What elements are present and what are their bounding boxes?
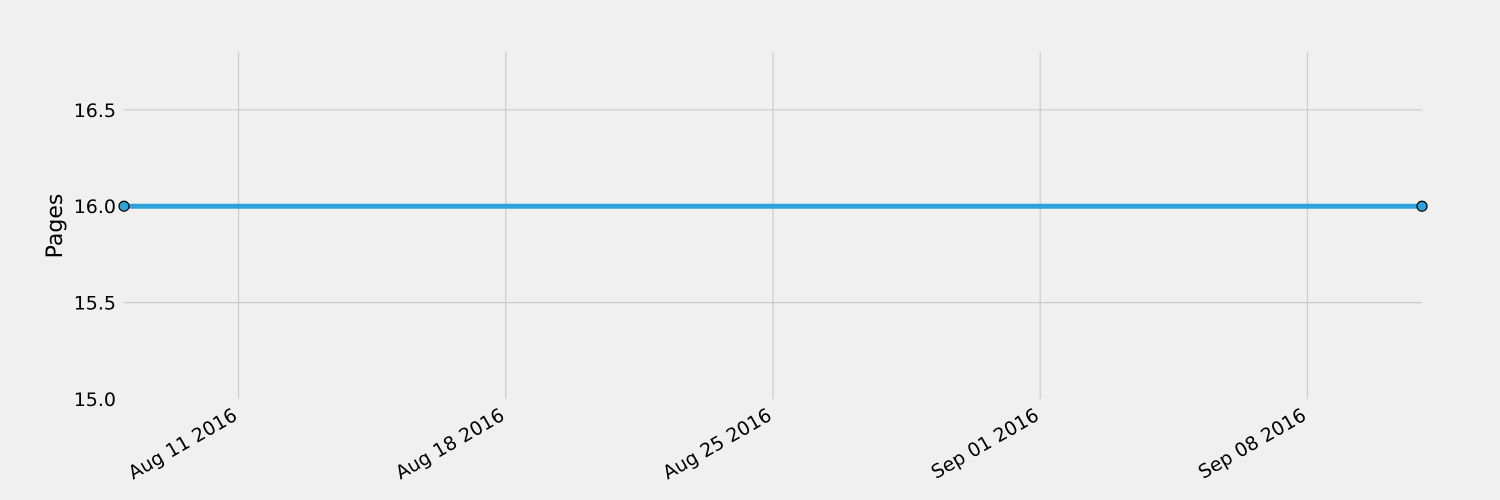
y-axis-ticks: 15.0 15.5 16.0 16.5 <box>74 100 116 411</box>
y-tick-label: 15.5 <box>74 293 116 315</box>
data-point <box>118 200 130 212</box>
y-tick-label: 15.0 <box>74 389 116 411</box>
y-axis-label: Pages <box>43 194 68 259</box>
y-tick-label: 16.0 <box>74 196 116 218</box>
data-point <box>1416 200 1428 212</box>
y-tick-label: 16.5 <box>74 100 116 122</box>
data-points <box>118 200 1428 212</box>
